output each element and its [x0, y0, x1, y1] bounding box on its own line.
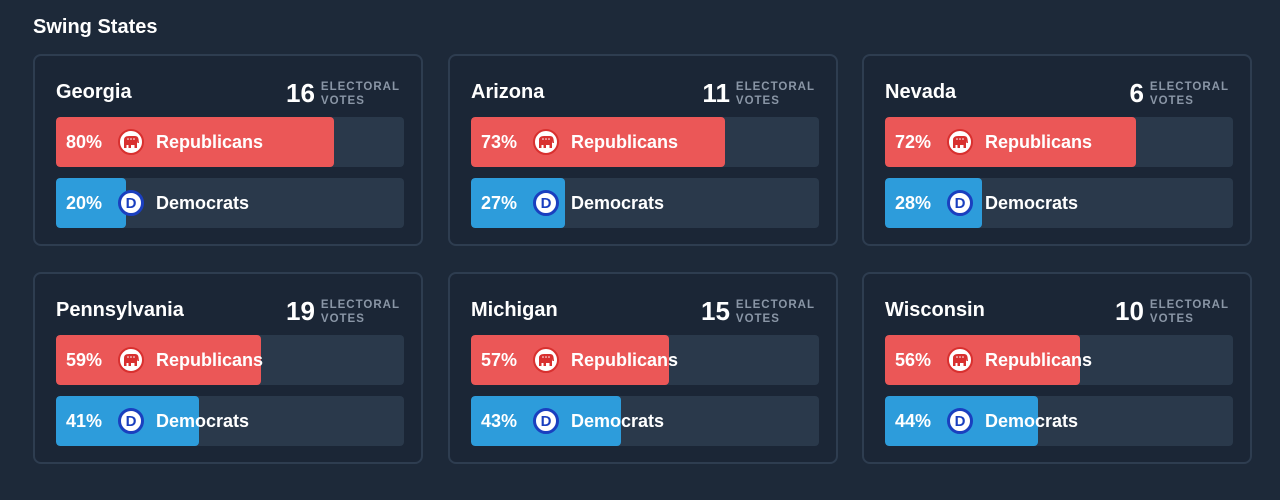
elephant-icon [118, 129, 144, 155]
state-card: Michigan 15 ELECTORAL VOTES 57% Republica… [448, 272, 838, 464]
ev-label-line2: VOTES [320, 94, 365, 107]
democrat-bar: 43% D Democrats [471, 396, 819, 446]
republican-label: Republicans [571, 349, 679, 370]
democrat-bar: 28% D Democrats [885, 178, 1233, 228]
republican-bar: 59% Republicans [56, 335, 404, 385]
section-title: Swing States [33, 16, 158, 38]
electoral-votes: 10 ELECTORAL VOTES [1115, 296, 1229, 327]
ev-label-line1: ELECTORAL [735, 80, 815, 93]
elephant-icon [533, 129, 559, 155]
electoral-votes: 19 ELECTORAL VOTES [286, 296, 400, 327]
republican-bar-fill [885, 117, 1136, 167]
state-card: Wisconsin 10 ELECTORAL VOTES 56% Republic… [862, 272, 1252, 464]
electoral-votes-count: 19 [286, 296, 315, 326]
democrat-percent: 28% [895, 192, 932, 213]
democrat-percent: 44% [895, 410, 932, 431]
republican-bar: 72% Republicans [885, 117, 1233, 167]
state-card: Nevada 6 ELECTORAL VOTES 72% Republicans … [862, 54, 1252, 246]
ev-label-line2: VOTES [1149, 94, 1194, 107]
ev-label-line1: ELECTORAL [735, 298, 815, 311]
democrat-d-icon: D [118, 190, 144, 216]
democrat-bar-fill [56, 178, 126, 228]
democrat-bar: 27% D Democrats [471, 178, 819, 228]
republican-percent: 59% [66, 349, 103, 370]
republican-bar-fill [56, 117, 335, 167]
state-card: Arizona 11 ELECTORAL VOTES 73% Republican… [448, 54, 838, 246]
democrat-percent: 41% [66, 410, 103, 431]
ev-label-line2: VOTES [735, 94, 780, 107]
democrat-percent: 43% [481, 410, 518, 431]
ev-label-line1: ELECTORAL [1149, 298, 1229, 311]
electoral-votes-count: 16 [286, 78, 315, 108]
state-name: Michigan [471, 299, 558, 321]
elephant-icon [118, 347, 144, 373]
ev-label-line1: ELECTORAL [320, 80, 400, 93]
electoral-votes-label: ELECTORAL VOTES [321, 80, 400, 108]
ev-label-line2: VOTES [1149, 312, 1194, 325]
democrat-d-icon: D [118, 408, 144, 434]
republican-percent: 56% [895, 349, 932, 370]
republican-bar: 56% Republicans [885, 335, 1233, 385]
electoral-votes-label: ELECTORAL VOTES [1150, 298, 1229, 326]
democrat-bar: 41% D Democrats [56, 396, 404, 446]
state-name: Arizona [471, 81, 545, 103]
electoral-votes-count: 11 [702, 78, 730, 108]
ev-label-line1: ELECTORAL [1149, 80, 1229, 93]
republican-bar: 73% Republicans [471, 117, 819, 167]
democrat-bar: 44% D Democrats [885, 396, 1233, 446]
elephant-icon [533, 347, 559, 373]
republican-bar-fill [471, 117, 726, 167]
ev-label-line1: ELECTORAL [320, 298, 400, 311]
democrat-d-icon: D [947, 190, 973, 216]
state-card: Pennsylvania 19 ELECTORAL VOTES 59% Repub… [33, 272, 423, 464]
democrat-bar: 20% D Democrats [56, 178, 404, 228]
electoral-votes-label: ELECTORAL VOTES [736, 298, 815, 326]
republican-bar: 80% Republicans [56, 117, 404, 167]
republican-label: Republicans [571, 131, 679, 152]
democrat-d-icon: D [533, 408, 559, 434]
democrat-label: Democrats [985, 410, 1079, 431]
elephant-icon [947, 129, 973, 155]
electoral-votes-count: 6 [1129, 78, 1144, 108]
ev-label-line2: VOTES [735, 312, 780, 325]
democrat-label: Democrats [985, 192, 1079, 213]
electoral-votes-count: 10 [1115, 296, 1144, 326]
democrat-label: Democrats [571, 410, 665, 431]
state-name: Nevada [885, 81, 957, 103]
republican-label: Republicans [156, 349, 264, 370]
ev-label-line2: VOTES [320, 312, 365, 325]
republican-bar: 57% Republicans [471, 335, 819, 385]
state-name: Wisconsin [885, 299, 985, 321]
republican-label: Republicans [156, 131, 264, 152]
state-name: Georgia [56, 81, 132, 103]
democrat-percent: 27% [481, 192, 518, 213]
democrat-label: Democrats [571, 192, 665, 213]
republican-bar-fill [885, 335, 1080, 385]
electoral-votes-label: ELECTORAL VOTES [736, 80, 815, 108]
electoral-votes: 6 ELECTORAL VOTES [1129, 78, 1229, 109]
electoral-votes: 16 ELECTORAL VOTES [286, 78, 400, 109]
republican-bar-fill [471, 335, 670, 385]
republican-percent: 57% [481, 349, 518, 370]
republican-label: Republicans [985, 131, 1093, 152]
democrat-d-icon: D [947, 408, 973, 434]
republican-percent: 73% [481, 131, 518, 152]
electoral-votes: 11 ELECTORAL VOTES [702, 78, 815, 109]
elephant-icon [947, 347, 973, 373]
electoral-votes-label: ELECTORAL VOTES [1150, 80, 1229, 108]
republican-percent: 72% [895, 131, 932, 152]
democrat-d-icon: D [533, 190, 559, 216]
republican-percent: 80% [66, 131, 103, 152]
electoral-votes-label: ELECTORAL VOTES [321, 298, 400, 326]
electoral-votes: 15 ELECTORAL VOTES [701, 296, 815, 327]
state-card: Georgia 16 ELECTORAL VOTES 80% Republican… [33, 54, 423, 246]
state-name: Pennsylvania [56, 299, 184, 321]
democrat-label: Democrats [156, 410, 250, 431]
electoral-votes-count: 15 [701, 296, 730, 326]
democrat-percent: 20% [66, 192, 103, 213]
democrat-label: Democrats [156, 192, 250, 213]
republican-bar-fill [56, 335, 262, 385]
republican-label: Republicans [985, 349, 1093, 370]
